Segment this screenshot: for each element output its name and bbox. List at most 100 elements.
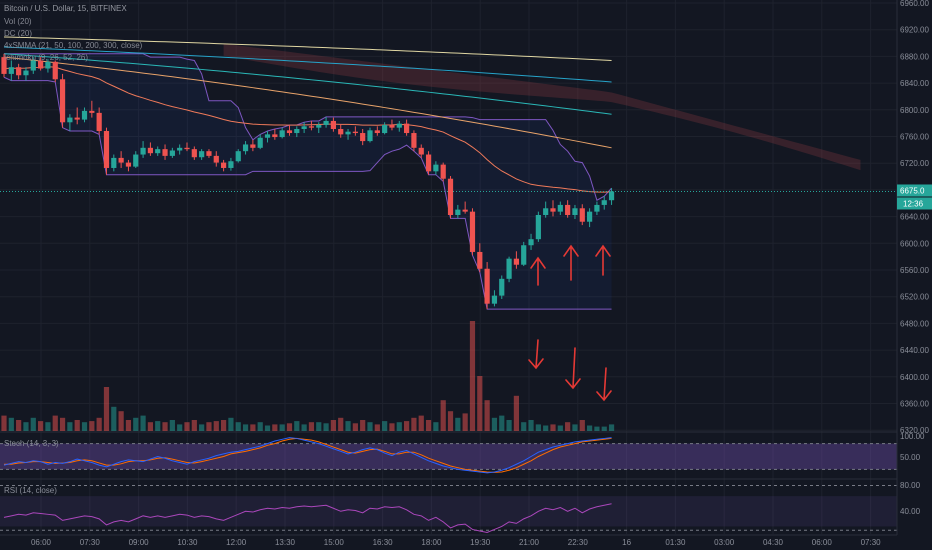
candle-body: [23, 70, 29, 76]
volume-bar: [228, 417, 234, 431]
smma-21: [3, 66, 612, 193]
candle-body: [257, 137, 263, 148]
candle-body: [411, 133, 417, 148]
last-price-tag: [897, 184, 932, 197]
candle-body: [89, 110, 95, 113]
volume-bar: [184, 422, 190, 431]
candle-body: [425, 154, 432, 172]
candle-body: [396, 123, 402, 128]
volume-bar: [491, 417, 498, 431]
volume-bar: [601, 426, 607, 431]
candle-body: [499, 278, 505, 296]
price-tick-label: 6480.00: [900, 319, 929, 328]
volume-bar: [447, 411, 454, 431]
price-tick-label: 6840.00: [900, 79, 929, 88]
candle-body: [147, 147, 153, 154]
candle-body: [242, 144, 249, 152]
countdown-label: 12:36: [903, 199, 924, 208]
candle-body: [543, 208, 549, 215]
candle-body: [374, 130, 380, 134]
volume-bar: [440, 400, 446, 431]
candle-body: [74, 117, 80, 120]
volume-bar: [594, 426, 600, 431]
volume-bar: [59, 417, 66, 431]
volume-bar: [506, 420, 512, 431]
volume-bar: [286, 423, 293, 431]
volume-bar: [433, 422, 439, 431]
up-arrow-annotation: [530, 256, 546, 286]
volume-bar: [382, 421, 388, 431]
volume-bar: [316, 422, 322, 431]
volume-bar: [191, 420, 197, 431]
price-tick-label: 6600.00: [900, 239, 929, 248]
volume-bar: [499, 415, 505, 431]
volume-bar: [308, 422, 315, 431]
chart-title: Bitcoin / U.S. Dollar, 15, BITFINEX: [4, 4, 127, 13]
candle-body: [447, 178, 454, 215]
volume-bar: [477, 376, 483, 431]
volume-bar: [565, 422, 571, 431]
volume-bar: [469, 321, 476, 431]
candle-body: [96, 112, 102, 132]
stoch-tick-label: 50.00: [900, 453, 921, 462]
candle-body: [330, 120, 336, 129]
candle-body: [1, 57, 7, 74]
price-tick-label: 6800.00: [900, 106, 929, 115]
price-axis-bg: [897, 0, 932, 550]
candle-body: [264, 134, 271, 138]
volume-bar: [411, 417, 417, 431]
price-tick-label: 6520.00: [900, 293, 929, 302]
price-tick-label: 6920.00: [900, 26, 929, 35]
candle-body: [199, 151, 205, 158]
volume-bar: [213, 421, 219, 431]
last-price-label: 6675.0: [900, 186, 925, 195]
volume-bar: [389, 423, 395, 431]
volume-bar: [250, 424, 256, 431]
volume-bar: [169, 420, 175, 431]
volume-bar: [323, 423, 329, 431]
volume-bar: [425, 420, 432, 431]
candle-body: [16, 67, 22, 76]
legend-ichimoku: Ichimoku (9, 26, 52, 26): [4, 53, 89, 62]
candle-body: [177, 147, 183, 151]
volume-bar: [242, 424, 249, 431]
time-tick-label: 10:30: [177, 538, 198, 547]
time-tick-label: 07:30: [861, 538, 882, 547]
candle-body: [184, 147, 190, 150]
legend-donchian: DC (20): [4, 29, 33, 38]
candle-body: [103, 131, 110, 168]
price-tick-label: 6440.00: [900, 346, 929, 355]
volume-bar: [345, 421, 351, 431]
time-tick-label: 12:00: [226, 538, 247, 547]
volume-bar: [587, 425, 593, 431]
legend-smma: 4xSMMA (21, 50, 100, 200, 300, close): [4, 41, 143, 50]
volume-bar: [272, 424, 278, 431]
price-tick-label: 6320.00: [900, 426, 929, 435]
stoch-d-line: [4, 437, 612, 473]
time-tick-label: 13:30: [275, 538, 296, 547]
candle-body: [286, 130, 293, 134]
volume-bar: [155, 421, 161, 431]
candle-body: [360, 133, 366, 142]
up-arrow-annotation: [563, 244, 579, 281]
volume-bar: [96, 417, 102, 431]
candle-body: [550, 208, 556, 212]
volume-bar: [38, 421, 44, 431]
price-tick-label: 6560.00: [900, 266, 929, 275]
volume-bar: [367, 422, 373, 431]
volume-bar: [301, 424, 307, 431]
rsi-tick-label: 80.00: [900, 481, 921, 490]
candle-body: [484, 268, 490, 304]
volume-bar: [462, 413, 468, 431]
candle-body: [213, 155, 219, 163]
volume-bar: [396, 422, 402, 431]
candle-body: [389, 124, 395, 128]
volume-bar: [404, 421, 410, 431]
volume-bar: [484, 400, 490, 431]
candle-body: [59, 79, 66, 123]
candle-body: [235, 151, 241, 162]
candle-body: [455, 209, 461, 215]
volume-bar: [16, 420, 22, 431]
price-tick-label: 6880.00: [900, 52, 929, 61]
